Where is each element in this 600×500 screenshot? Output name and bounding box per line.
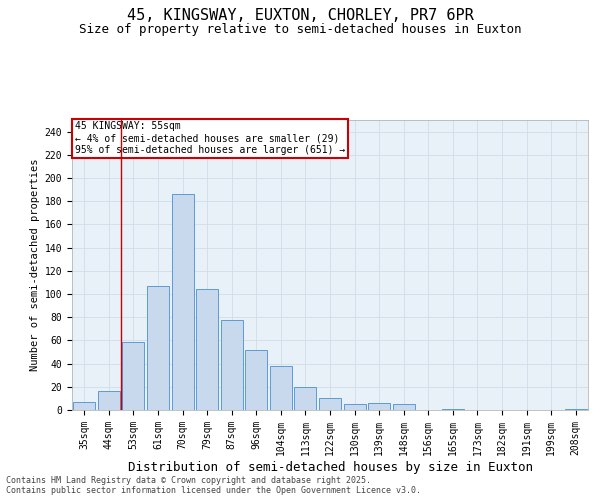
Text: Size of property relative to semi-detached houses in Euxton: Size of property relative to semi-detach…	[79, 22, 521, 36]
Bar	[73, 402, 95, 410]
Bar	[270, 366, 292, 410]
Bar	[221, 320, 243, 410]
Text: 45 KINGSWAY: 55sqm
← 4% of semi-detached houses are smaller (29)
95% of semi-det: 45 KINGSWAY: 55sqm ← 4% of semi-detached…	[74, 122, 345, 154]
Bar	[172, 194, 194, 410]
Bar	[245, 350, 268, 410]
Bar	[392, 404, 415, 410]
Text: 45, KINGSWAY, EUXTON, CHORLEY, PR7 6PR: 45, KINGSWAY, EUXTON, CHORLEY, PR7 6PR	[127, 8, 473, 22]
X-axis label: Distribution of semi-detached houses by size in Euxton: Distribution of semi-detached houses by …	[128, 460, 533, 473]
Bar	[98, 392, 120, 410]
Bar	[565, 409, 587, 410]
Bar	[295, 387, 316, 410]
Bar	[122, 342, 145, 410]
Bar	[147, 286, 169, 410]
Bar	[196, 290, 218, 410]
Bar	[368, 403, 390, 410]
Bar	[344, 404, 365, 410]
Y-axis label: Number of semi-detached properties: Number of semi-detached properties	[31, 159, 40, 371]
Bar	[442, 409, 464, 410]
Text: Contains HM Land Registry data © Crown copyright and database right 2025.
Contai: Contains HM Land Registry data © Crown c…	[6, 476, 421, 495]
Bar	[319, 398, 341, 410]
